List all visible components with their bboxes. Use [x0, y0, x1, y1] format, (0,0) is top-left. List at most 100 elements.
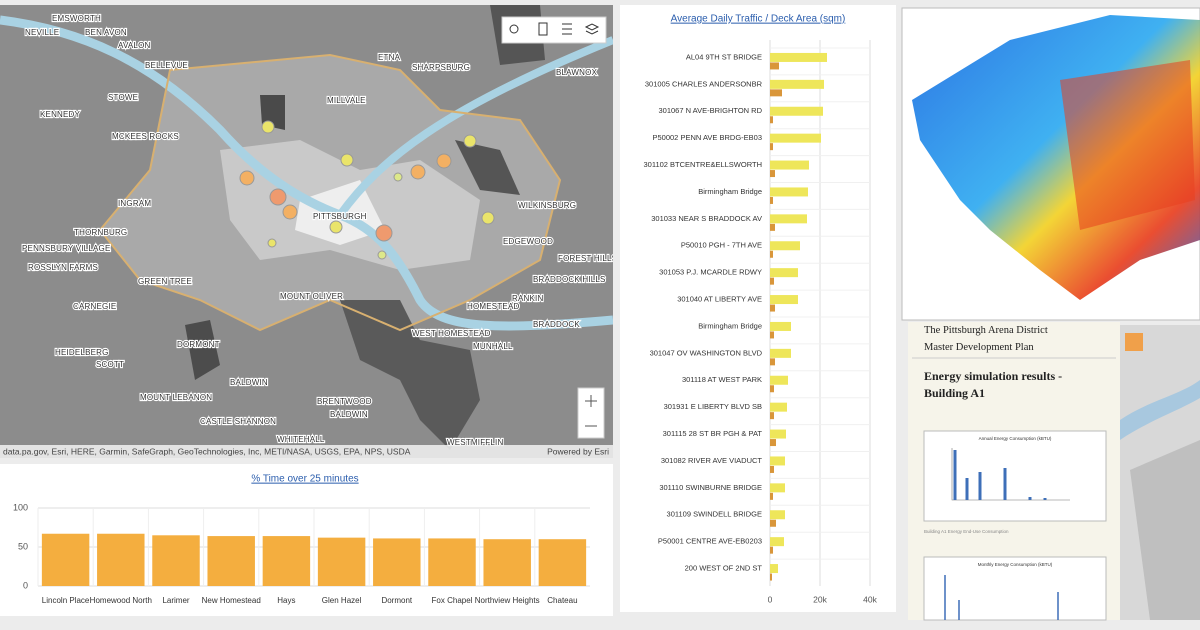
place-label: BALDWIN	[230, 378, 268, 387]
powered-by[interactable]: Powered by Esri	[547, 446, 609, 456]
point-cloud-buildings	[1060, 60, 1195, 230]
y-tick-label: 301118 AT WEST PARK	[682, 375, 762, 384]
search-button[interactable]	[509, 24, 519, 34]
map-toolbar	[501, 16, 607, 439]
chart-panel	[620, 5, 896, 612]
bar	[770, 214, 807, 224]
y-tick-label: 301047 OV WASHINGTON BLVD	[650, 348, 763, 357]
map-point[interactable]	[269, 188, 287, 206]
bar	[770, 331, 774, 339]
bar	[152, 535, 200, 586]
map-point[interactable]	[267, 238, 277, 248]
bar	[770, 160, 809, 170]
place-label: KENNEDY	[40, 110, 81, 119]
figure	[923, 430, 1107, 522]
bar	[770, 385, 774, 393]
zoom-in[interactable]	[585, 395, 597, 407]
y-tick-label: 301102 BTCENTRE&ELLSWORTH	[643, 160, 762, 169]
place-label: BALDWIN	[330, 410, 368, 419]
bar	[770, 465, 774, 473]
place-label: BELLEVUE	[145, 61, 188, 70]
layers-button[interactable]	[584, 23, 600, 35]
bar	[770, 483, 785, 493]
x-tick-label: 40k	[863, 594, 877, 604]
place-label: EDGEWOOD	[503, 237, 553, 246]
bar	[770, 79, 824, 89]
place-label: NEVILLE	[25, 28, 59, 37]
map-point[interactable]	[375, 224, 393, 242]
map-point[interactable]	[261, 120, 275, 134]
map-point[interactable]	[329, 220, 343, 234]
river	[0, 15, 613, 331]
y-tick-label: 301053 P.J. MCARDLE RDWY	[659, 268, 762, 277]
document-heading: Energy simulation results -Building A1	[924, 369, 1062, 400]
place-label: PENNSBURY VILLAGE	[22, 244, 110, 253]
chart-title[interactable]: % Time over 25 minutes	[251, 474, 358, 485]
place-label: PITTSBURGH	[313, 212, 367, 221]
region	[455, 140, 520, 195]
edit-button[interactable]	[1125, 333, 1143, 351]
bar	[428, 538, 476, 586]
map-point[interactable]	[393, 172, 403, 182]
legend-button[interactable]	[562, 23, 572, 35]
y-tick-label: 301082 RIVER AVE VIADUCT	[661, 456, 763, 465]
river	[336, 36, 613, 218]
y-tick-label: 200 WEST OF 2ND ST	[685, 564, 763, 573]
bar	[770, 519, 776, 527]
y-tick-label: 301931 E LIBERTY BLVD SB	[664, 402, 762, 411]
place-label: WESTMIFFLIN	[447, 438, 503, 447]
bar	[770, 143, 773, 151]
figure-caption: Building A1 Energy End-Use Consumption	[924, 529, 1009, 534]
bar	[538, 539, 587, 586]
attribution: data.pa.gov, Esri, HERE, Garmin, SafeGra…	[3, 446, 411, 456]
bar	[770, 133, 821, 143]
x-tick-label: Glen Hazel	[322, 596, 362, 605]
bar	[770, 250, 773, 258]
x-tick-label: Dormont	[381, 596, 412, 605]
region	[340, 300, 480, 450]
place-label: WILKINSBURG	[518, 201, 576, 210]
map[interactable]: EMSWORTH NEVILLE BEN AVON AVALON BELLEVU…	[0, 5, 617, 458]
bar	[770, 304, 775, 312]
bar	[770, 412, 774, 420]
map-point[interactable]	[436, 153, 452, 169]
map-point[interactable]	[282, 204, 298, 220]
map-point[interactable]	[463, 134, 477, 148]
place-label: HEIDELBERG	[55, 348, 109, 357]
place-label: INGRAM	[118, 199, 151, 208]
place-label: EMSWORTH	[52, 14, 101, 23]
bar	[770, 564, 778, 574]
map-point[interactable]	[239, 170, 255, 186]
place-label: GREEN TREE	[138, 277, 192, 286]
chart-title[interactable]: Average Daily Traffic / Deck Area (sqm)	[671, 14, 846, 25]
x-tick-label: Homewood North	[90, 596, 152, 605]
y-tick-label: P50002 PENN AVE BRDG-EB03	[653, 133, 763, 142]
map-point[interactable]	[340, 153, 354, 167]
bar	[770, 456, 785, 466]
y-tick-label: P50010 PGH - 7TH AVE	[681, 241, 762, 250]
place-label: ETNA	[378, 53, 401, 62]
bar	[770, 492, 773, 500]
map-point[interactable]	[410, 164, 426, 180]
bookmarks-button[interactable]	[538, 22, 548, 36]
y-tick-label: 301005 CHARLES ANDERSONBR	[645, 79, 763, 88]
bar	[262, 536, 311, 586]
bar	[97, 533, 145, 586]
place-label: BRADDOCK	[533, 320, 580, 329]
bar	[770, 89, 782, 97]
map-point[interactable]	[481, 211, 495, 225]
place-label: AVALON	[118, 41, 150, 50]
x-tick-label: 20k	[813, 594, 827, 604]
map-point[interactable]	[377, 250, 387, 260]
place-label: MUNHALL	[473, 342, 513, 351]
y-tick-label: 301110 SWINBURNE BRIDGE	[659, 483, 762, 492]
bar	[373, 538, 421, 586]
x-tick-label: Larimer	[162, 596, 189, 605]
x-tick-label: Lincoln Place	[42, 596, 90, 605]
place-label: DORMONT	[177, 340, 220, 349]
bar	[41, 533, 90, 586]
place-label: MOUNT LEBANON	[140, 393, 212, 402]
attribution-bar	[0, 445, 613, 458]
y-tick-label: 301115 28 ST BR PGH & PAT	[663, 429, 763, 438]
